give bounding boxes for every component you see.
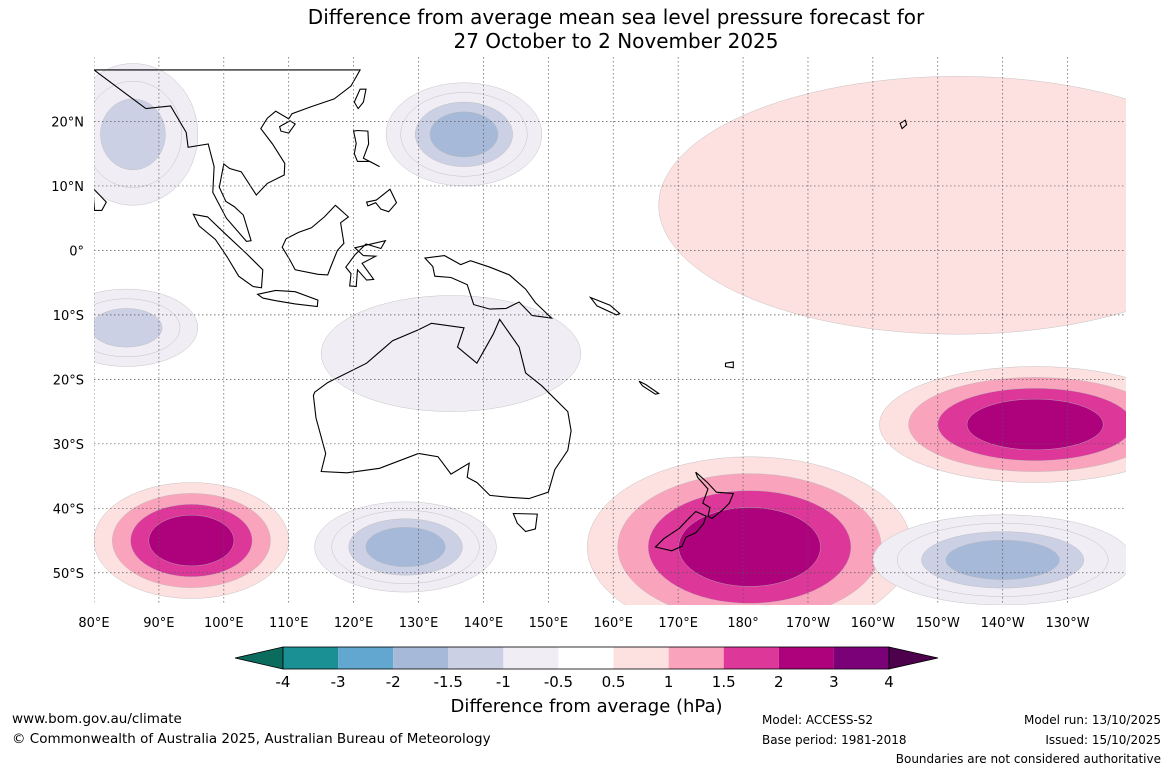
anomaly-contour-2-3 (429, 111, 499, 158)
x-tick-label-11: 170°W (786, 616, 830, 631)
colorbar-bin-3 (448, 647, 504, 669)
colorbar-tick-4: -1 (496, 673, 511, 690)
chart-title: Difference from average mean sea level p… (0, 5, 1173, 53)
y-tick-label-4: 20°S (53, 373, 84, 388)
anomaly-contour-5-0 (320, 295, 581, 412)
colorbar-tick-6: 0.5 (602, 673, 626, 690)
sumatra-outline (192, 213, 264, 289)
x-tick-label-1: 90°E (143, 616, 174, 631)
colorbar-tick-2: -2 (386, 673, 401, 690)
anomaly-contour-3-2 (94, 308, 163, 348)
colorbar-tick-9: 2 (774, 673, 784, 690)
y-tick-label-1: 10°N (51, 180, 84, 195)
colorbar-bin-7 (668, 647, 724, 669)
colorbar-bin-6 (613, 647, 669, 669)
y-tick-label-6: 40°S (53, 502, 84, 517)
luzon-outline (352, 129, 380, 168)
colorbar-extend-low (234, 646, 284, 670)
x-tick-label-3: 110°E (269, 616, 309, 631)
y-tick-label-3: 10°S (53, 309, 84, 324)
x-tick-label-9: 170°E (658, 616, 698, 631)
anomaly-contours (94, 63, 1126, 605)
australia-outline (312, 318, 572, 500)
colorbar-bin-1 (338, 647, 394, 669)
x-tick-label-8: 160°E (593, 616, 633, 631)
x-tick-label-0: 80°E (78, 616, 109, 631)
sri-lanka-outline (94, 188, 107, 211)
y-tick-label-7: 50°S (53, 567, 84, 582)
colorbar-tick-10: 3 (829, 673, 839, 690)
colorbar-tick-0: -4 (276, 673, 291, 690)
graticule (94, 57, 1126, 605)
fiji-outline (724, 361, 734, 369)
sulawesi-outline (345, 239, 387, 288)
anomaly-contour-1-3 (365, 527, 446, 567)
colorbar-tick-3: -1.5 (434, 673, 463, 690)
footer-copyright: © Commonwealth of Australia 2025, Austra… (12, 731, 491, 747)
x-tick-label-15: 130°W (1045, 616, 1089, 631)
colorbar-tick-8: 1.5 (712, 673, 736, 690)
anomaly-contour-6-3 (678, 507, 821, 587)
anomaly-map: 80°E 90°E 100°E 110°E 120°E 130°E 140°E 150°E 16… (51, 57, 1126, 690)
new-caledonia-outline (638, 380, 661, 395)
mindanao-outline (365, 188, 398, 213)
x-tick-label-14: 140°W (981, 616, 1025, 631)
colorbar-label: Difference from average (hPa) (450, 696, 723, 717)
x-tick-label-12: 160°W (851, 616, 895, 631)
footer-base-period: Base period: 1981-2018 (762, 733, 907, 747)
colorbar-bin-0 (283, 647, 339, 669)
java-outline (256, 289, 319, 308)
colorbar-tick-11: 4 (884, 673, 894, 690)
y-tick-label-5: 30°S (53, 438, 84, 453)
new-zealand-south-outline (654, 510, 707, 552)
colorbar-bin-10 (833, 647, 889, 669)
anomaly-contour-0-3 (148, 514, 235, 567)
anomaly-contour-9-3 (945, 539, 1060, 580)
anomaly-contour-8-0 (658, 76, 1126, 335)
x-tick-label-5: 130°E (399, 616, 439, 631)
borneo-outline (281, 204, 350, 276)
taiwan-outline (353, 88, 367, 110)
new-zealand-north-outline (695, 471, 735, 520)
tasmania-outline (512, 512, 538, 533)
new-guinea-outline (423, 255, 554, 319)
y-tick-label-0: 20°N (51, 115, 84, 130)
longitude-labels: 80°E 90°E 100°E 110°E 120°E 130°E 140°E 150°E 16… (78, 616, 1089, 631)
hainan-outline (278, 120, 296, 134)
colorbar-bin-9 (778, 647, 834, 669)
footer-disclaimer: Boundaries are not considered authoritat… (895, 752, 1161, 766)
y-tick-label-2: 0° (69, 244, 84, 259)
colorbar-extend-high (888, 646, 939, 670)
colorbar-bin-5 (558, 647, 614, 669)
x-tick-label-10: 180° (727, 616, 758, 631)
x-tick-label-4: 120°E (334, 616, 374, 631)
colorbar-tick-5: -0.5 (544, 673, 573, 690)
colorbar-bin-2 (393, 647, 449, 669)
footer-url[interactable]: www.bom.gov.au/climate (12, 711, 182, 727)
footer-issued: Issued: 15/10/2025 (1045, 733, 1161, 747)
footer-model: Model: ACCESS-S2 (762, 713, 874, 727)
colorbar: -4 -3 -2 -1.5 -1 -0.5 0.5 1 1.5 2 3 4 (234, 646, 939, 690)
mainland-asia-outline (94, 69, 362, 242)
anomaly-contour-7-3 (966, 398, 1104, 451)
chart-title-line1: Difference from average mean sea level p… (307, 5, 925, 29)
colorbar-bin-4 (503, 647, 559, 669)
chart-title-line2: 27 October to 2 November 2025 (453, 29, 779, 53)
coastlines (94, 69, 908, 552)
x-tick-label-13: 150°W (916, 616, 960, 631)
anomaly-contour-4-2 (100, 98, 166, 171)
hawaii-big-island-outline (899, 119, 908, 130)
x-tick-label-7: 150°E (529, 616, 569, 631)
colorbar-tick-1: -3 (331, 673, 346, 690)
x-tick-label-6: 140°E (464, 616, 504, 631)
x-tick-label-2: 100°E (204, 616, 244, 631)
colorbar-tick-7: 1 (664, 673, 674, 690)
solomon-islands-outline (588, 296, 621, 316)
colorbar-bin-8 (723, 647, 779, 669)
latitude-labels: 20°N 10°N 0° 10°S 20°S 30°S 40°S 50°S (51, 115, 84, 581)
footer-model-run: Model run: 13/10/2025 (1023, 713, 1161, 727)
